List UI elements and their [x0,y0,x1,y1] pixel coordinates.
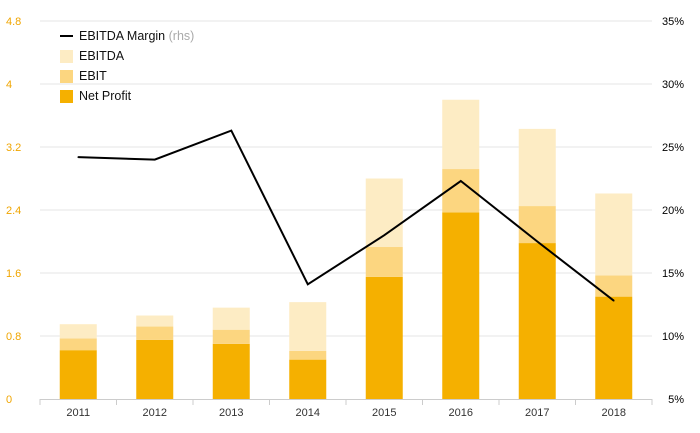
point-ebitda-margin-2016 [459,180,462,182]
y-right-tick-label: 25% [662,142,684,154]
bar-ebitda-2014 [289,302,327,351]
bar-net-profit-2012 [136,339,174,399]
bar-ebitda-2016 [442,99,480,170]
bar-net-profit-2011 [59,350,97,399]
point-ebitda-margin-2018 [612,299,615,302]
bar-ebitda-2017 [518,128,556,207]
x-tick-label-2014: 2014 [296,407,320,419]
y-left-tick-label: 3.2 [6,142,21,154]
x-tick-label-2018: 2018 [602,407,626,419]
legend-swatch-ebit [60,70,73,83]
y-right-tick-label: 5% [668,394,684,406]
x-tick-label-2013: 2013 [219,407,243,419]
x-tick-label-2016: 2016 [449,407,473,419]
y-right-tick-label: 35% [662,16,684,28]
y-left-tick-label: 4 [6,79,12,91]
gridlines [40,20,652,337]
y-right-tick-label: 10% [662,331,684,343]
axes: 2011 2012 2013 2014 2015 2016 2017 2018 0 0.8 1.6 2… [6,16,684,419]
point-ebitda-margin-2012 [153,158,156,161]
x-tick-label-2011: 2011 [66,407,90,419]
bar-ebitda-2015 [365,178,403,248]
bar-ebitda-2018 [595,193,633,276]
y-right-tick-label: 15% [662,268,684,280]
bar-ebit-2018 [595,275,633,297]
point-ebitda-margin-2014 [306,283,309,286]
point-ebitda-margin-2015 [383,234,386,236]
point-ebitda-margin-2011 [77,156,80,158]
y-right-tick-label: 30% [662,79,684,91]
y-left-tick-label: 0 [6,394,12,406]
bar-ebit-2012 [136,326,174,340]
legend-swatch-net-profit [60,90,73,103]
point-ebitda-margin-2013 [230,129,233,132]
point-ebitda-margin-2017 [536,240,539,243]
margin-line [77,129,615,302]
y-left-tick-label: 4.8 [6,16,21,28]
bar-ebit-2017 [518,206,556,244]
bar-net-profit-2013 [212,343,250,399]
line-ebitda-margin [78,129,615,302]
bar-ebit-2011 [59,338,97,351]
legend-note: (rhs) [165,29,194,43]
y-left-tick-label: 1.6 [6,268,21,280]
bars [59,99,633,399]
bar-net-profit-2015 [365,276,403,399]
bar-net-profit-2018 [595,296,633,399]
bar-ebitda-2013 [212,307,250,330]
y-left-tick-label: 2.4 [6,205,21,217]
bar-ebit-2015 [365,247,403,277]
x-tick-label-2015: 2015 [372,407,396,419]
x-tick-label-2012: 2012 [143,407,167,419]
legend-label-ebitda-margin: EBITDA Margin (rhs) [79,29,194,43]
x-tick-label-2017: 2017 [525,407,549,419]
legend-label-ebitda: EBITDA [79,49,125,63]
bar-ebitda-2011 [59,324,97,339]
legend: EBITDA Margin (rhs) EBITDA EBIT Net Profit [60,29,194,103]
bar-net-profit-2017 [518,243,556,399]
bar-net-profit-2016 [442,212,480,399]
legend-label-ebit: EBIT [79,69,107,83]
legend-swatch-ebitda [60,50,73,63]
bar-ebit-2013 [212,329,250,344]
y-right-tick-label: 20% [662,205,684,217]
bar-net-profit-2014 [289,359,327,399]
y-left-tick-label: 0.8 [6,331,21,343]
legend-label-net-profit: Net Profit [79,89,132,103]
bar-ebit-2014 [289,350,327,360]
bar-ebitda-2012 [136,315,174,327]
